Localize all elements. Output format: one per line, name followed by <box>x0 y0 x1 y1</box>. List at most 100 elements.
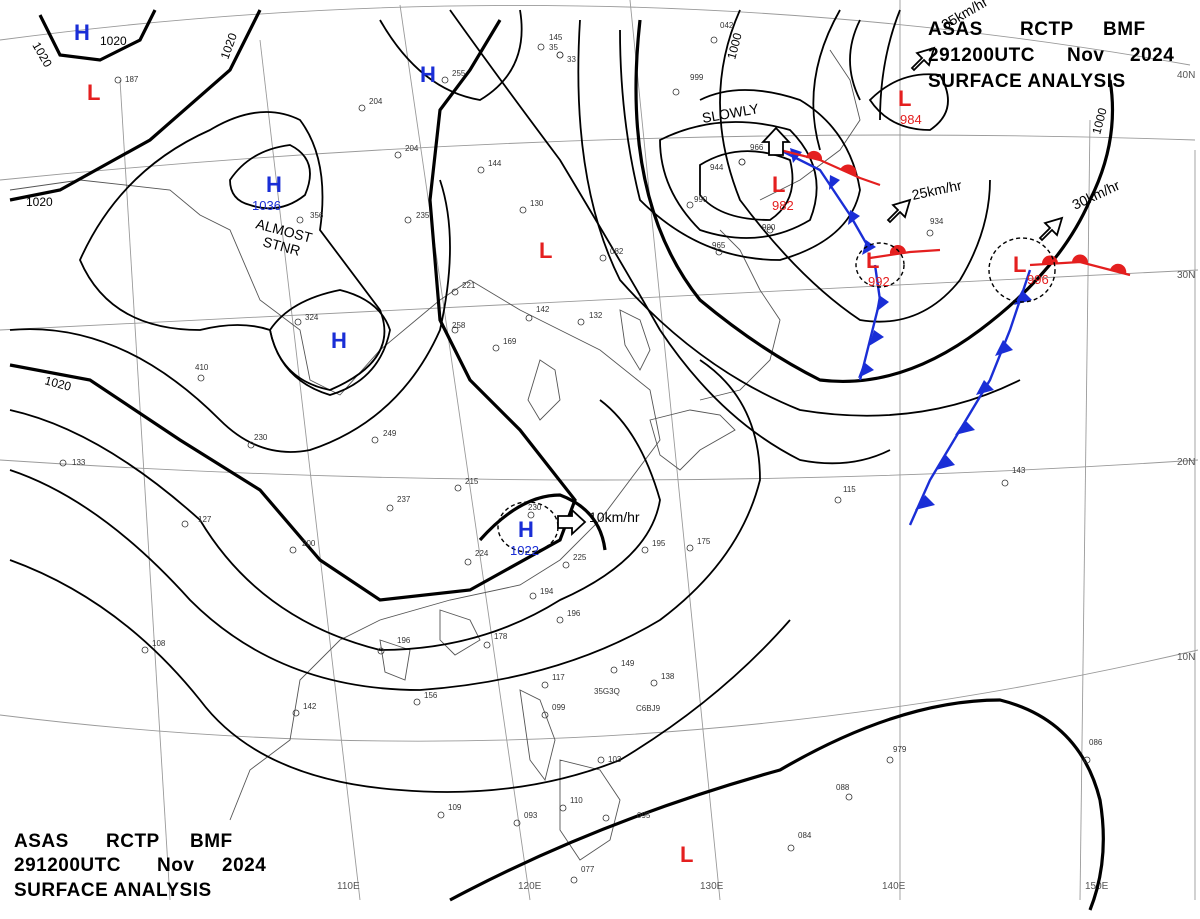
svg-text:230: 230 <box>528 503 542 512</box>
lon-label-110e: 110E <box>337 881 360 892</box>
svg-text:230: 230 <box>254 433 268 442</box>
center-high-4: H <box>331 328 347 353</box>
station: 249 <box>371 429 397 444</box>
ring-l-992 <box>855 242 905 288</box>
station: 042 <box>710 21 734 44</box>
station: 215 <box>454 477 479 492</box>
svg-text:194: 194 <box>540 587 554 596</box>
svg-text:249: 249 <box>383 429 397 438</box>
station: 230 <box>247 433 268 449</box>
center-high-2: H <box>420 62 436 87</box>
arrow-h-motion <box>557 507 587 537</box>
station: 099 <box>541 703 566 719</box>
svg-text:990: 990 <box>694 195 708 204</box>
station: 086 <box>1083 738 1103 764</box>
note-motion-h: 10km/hr <box>589 509 640 525</box>
station: 979 <box>886 745 907 764</box>
station: 224 <box>464 549 489 566</box>
station: 200 <box>289 539 316 554</box>
svg-text:999: 999 <box>690 73 704 82</box>
svg-text:144: 144 <box>488 159 502 168</box>
station: 410 <box>195 363 209 382</box>
station-plots: 145 35 255 204 204 144 356 235 130 082 1… <box>59 21 1103 884</box>
station: 225 <box>562 553 587 569</box>
svg-text:103: 103 <box>608 755 622 764</box>
station: 235 <box>404 211 430 224</box>
station: 103 <box>597 755 622 764</box>
station: 178 <box>483 632 508 649</box>
station: 115 <box>834 485 856 504</box>
station: 082 <box>599 247 624 262</box>
svg-text:042: 042 <box>720 21 734 30</box>
center-high-5: H <box>518 517 534 542</box>
svg-text:133: 133 <box>72 458 86 467</box>
station: 33 <box>556 51 576 64</box>
svg-text:108: 108 <box>152 639 166 648</box>
lat-label-20n: 20N <box>1177 457 1195 468</box>
center-high-3: H <box>266 172 282 197</box>
motion-arrows <box>557 46 1064 537</box>
station: 237 <box>386 495 411 512</box>
center-low-3-value: 982 <box>772 198 794 213</box>
svg-text:109: 109 <box>448 803 462 812</box>
svg-text:156: 156 <box>424 691 438 700</box>
cold-front-north-pips <box>790 148 876 255</box>
header-bottom-line3: SURFACE ANALYSIS <box>14 880 212 901</box>
svg-text:175: 175 <box>697 537 711 546</box>
svg-text:255: 255 <box>452 69 466 78</box>
svg-text:235: 235 <box>416 211 430 220</box>
station: 138 <box>650 672 675 687</box>
station: 934 <box>926 217 944 237</box>
svg-text:132: 132 <box>589 311 603 320</box>
station: 142 <box>525 305 550 322</box>
center-low-6: L <box>1013 252 1026 277</box>
station: 204 <box>358 97 383 112</box>
svg-text:086: 086 <box>1089 738 1103 747</box>
center-low-1: L <box>87 80 100 105</box>
svg-text:196: 196 <box>397 636 411 645</box>
arrow-slowly <box>760 126 792 156</box>
station: 142 <box>292 702 317 717</box>
station: 195 <box>641 539 666 554</box>
lat-label-30n: 30N <box>1177 270 1195 281</box>
svg-text:099: 099 <box>552 703 566 712</box>
svg-text:115: 115 <box>843 485 856 494</box>
arrow-30 <box>1038 216 1064 242</box>
svg-text:178: 178 <box>494 632 508 641</box>
station: 196 <box>556 609 581 624</box>
lat-label-10n: 10N <box>1177 652 1195 663</box>
svg-text:979: 979 <box>893 745 907 754</box>
header-top-line2-c: 2024 <box>1130 45 1174 66</box>
arrow-35 <box>910 46 936 72</box>
station: 900 <box>762 223 776 234</box>
pressure-centers: H H H 1036 H H 1022 L L L 982 L 984 L 99… <box>74 20 1049 867</box>
svg-text:900: 900 <box>762 223 776 232</box>
svg-text:127: 127 <box>198 515 212 524</box>
svg-text:324: 324 <box>305 313 319 322</box>
isobar-1020-nw <box>38 9 157 62</box>
header-bottom: ASAS RCTP BMF 291200UTC Nov 2024 SURFACE… <box>14 831 266 901</box>
arrow-25 <box>886 198 912 224</box>
header-bottom-line1-b: RCTP <box>106 831 160 852</box>
header-bottom-line2-b: Nov <box>157 855 194 876</box>
lat-label-40n: 40N <box>1177 70 1195 81</box>
header-top-line3: SURFACE ANALYSIS <box>928 71 1126 92</box>
station: 965 <box>712 241 726 256</box>
svg-text:944: 944 <box>710 163 724 172</box>
station: 149 <box>610 659 635 674</box>
svg-text:196: 196 <box>567 609 581 618</box>
svg-text:169: 169 <box>503 337 517 346</box>
header-top-line2-b: Nov <box>1067 45 1104 66</box>
header-bottom-line1-a: ASAS <box>14 831 69 852</box>
svg-text:225: 225 <box>573 553 587 562</box>
svg-text:204: 204 <box>405 144 419 153</box>
station: 095 <box>602 811 651 822</box>
svg-text:149: 149 <box>621 659 635 668</box>
center-high-3-value: 1036 <box>252 198 281 213</box>
svg-text:088: 088 <box>836 783 850 792</box>
svg-text:187: 187 <box>125 75 139 84</box>
lon-label-120e: 120E <box>518 881 542 892</box>
cold-front-east <box>908 269 1032 526</box>
station: 108 <box>141 639 166 654</box>
center-low-5-value: 992 <box>868 274 890 289</box>
